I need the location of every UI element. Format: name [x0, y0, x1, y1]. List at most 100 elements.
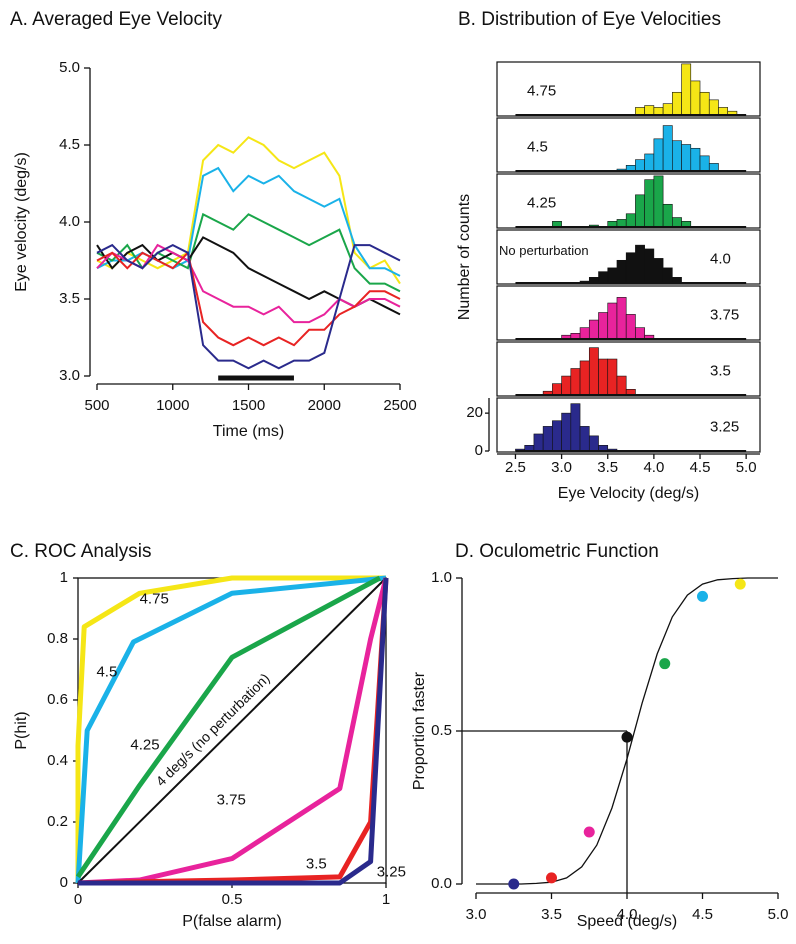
- histogram-bar: [672, 140, 682, 172]
- y-tick-label: 0.5: [431, 722, 452, 739]
- histogram-bar: [625, 314, 636, 340]
- panel-title: A. Averaged Eye Velocity: [10, 9, 222, 30]
- y-tick-label: 0: [475, 442, 483, 459]
- histogram-bar: [598, 271, 609, 284]
- x-axis-label: Time (ms): [213, 423, 284, 440]
- histogram-bar: [598, 358, 609, 396]
- histogram-bar: [552, 420, 562, 452]
- histogram-bar: [653, 138, 664, 172]
- histogram-bar: [635, 159, 645, 172]
- x-tick-label: 4.5: [692, 906, 713, 923]
- trace: [96, 136, 401, 285]
- panel-label: 4.25: [527, 195, 556, 212]
- histogram-bar: [644, 153, 655, 172]
- histogram-bar: [708, 99, 719, 116]
- histogram-bar: [579, 360, 590, 396]
- histogram-bar: [588, 347, 599, 396]
- histogram-bar: [672, 91, 682, 116]
- trace: [96, 243, 401, 370]
- histogram-bar: [579, 426, 590, 452]
- y-axis-label: P(hit): [13, 711, 30, 749]
- histogram-bar: [616, 259, 627, 284]
- x-tick-label: 3.5: [597, 459, 618, 476]
- curve-label: 3.75: [217, 792, 246, 809]
- roc-curve: [75, 575, 386, 883]
- histogram-bar: [607, 358, 618, 396]
- histogram-bar: [672, 217, 682, 228]
- roc-curve: [77, 577, 387, 884]
- histogram-bar: [690, 80, 701, 116]
- histogram-bar: [533, 433, 544, 452]
- y-tick-label: 0: [60, 874, 68, 891]
- y-tick-label: 0.2: [47, 813, 68, 830]
- histogram-bar: [635, 194, 645, 228]
- x-tick-label: 1000: [156, 397, 189, 414]
- x-tick-label: 3.0: [551, 459, 572, 476]
- x-tick-label: 2.5: [505, 459, 526, 476]
- histogram-bar: [690, 147, 701, 172]
- x-tick-label: 5.0: [736, 459, 757, 476]
- y-tick-label: 0.0: [431, 875, 452, 892]
- panel-label: 4.75: [527, 83, 556, 100]
- curve-label: 3.25: [377, 863, 406, 880]
- histogram-bar: [635, 327, 645, 340]
- histogram-bar: [552, 383, 562, 396]
- x-tick-label: 500: [84, 397, 109, 414]
- x-tick-label: 3.5: [541, 906, 562, 923]
- histogram-bar: [718, 107, 729, 116]
- histogram-bar: [662, 125, 673, 172]
- curve-label: 4.25: [130, 737, 159, 754]
- y-tick-label: 1: [60, 569, 68, 586]
- x-tick-label: 2000: [308, 397, 341, 414]
- x-tick-label: 2500: [383, 397, 416, 414]
- data-point: [546, 872, 557, 884]
- data-point: [697, 590, 708, 602]
- histogram-bar: [644, 179, 655, 228]
- y-tick-label: 4.0: [59, 213, 80, 230]
- x-tick-label: 1: [382, 891, 390, 908]
- curve-label: 4.5: [96, 664, 117, 681]
- histogram-bar: [625, 213, 636, 228]
- y-axis-label: Proportion faster: [411, 671, 428, 790]
- histogram-bar: [662, 203, 673, 228]
- histogram-bar: [607, 302, 618, 340]
- trace: [96, 250, 401, 347]
- trace: [96, 243, 401, 324]
- roc-curve: [75, 575, 381, 879]
- y-tick-label: 0.4: [47, 752, 68, 769]
- histogram-bar: [653, 107, 664, 116]
- y-tick-label: 3.0: [59, 367, 80, 384]
- histogram-bar: [644, 105, 655, 116]
- histogram-bar: [561, 412, 572, 452]
- data-point: [621, 731, 633, 743]
- x-tick-label: 0: [74, 891, 82, 908]
- y-tick-label: 4.5: [59, 136, 80, 153]
- panel-title: B. Distribution of Eye Velocities: [458, 9, 721, 30]
- histogram-bar: [542, 426, 553, 452]
- histogram-bar: [653, 175, 664, 228]
- histogram-bar: [635, 244, 645, 284]
- x-tick-label: 3.0: [466, 906, 487, 923]
- data-point: [659, 658, 671, 670]
- panel-label: 3.25: [710, 419, 739, 436]
- x-tick-label: 0.5: [222, 891, 243, 908]
- histogram-bar: [616, 297, 627, 340]
- histogram-bar: [644, 248, 655, 284]
- histogram-bar: [607, 267, 618, 284]
- panel-label: 4.5: [527, 139, 548, 156]
- x-tick-label: 4.0: [643, 459, 664, 476]
- x-tick-label: 4.5: [690, 459, 711, 476]
- x-axis-label: P(false alarm): [182, 913, 282, 930]
- panel-label: 4.0: [710, 251, 731, 268]
- histogram-bar: [588, 319, 599, 340]
- y-tick-label: 5.0: [59, 59, 80, 76]
- histogram-bar: [653, 258, 664, 284]
- histogram-bar: [625, 252, 636, 284]
- x-tick-label: 4.0: [617, 906, 638, 923]
- histogram-bar: [570, 403, 581, 452]
- y-tick-label: 3.5: [59, 290, 80, 307]
- histogram-bar: [588, 435, 599, 452]
- curve-label: 3.5: [306, 856, 327, 873]
- data-point: [734, 578, 746, 590]
- histogram-bar: [681, 144, 692, 172]
